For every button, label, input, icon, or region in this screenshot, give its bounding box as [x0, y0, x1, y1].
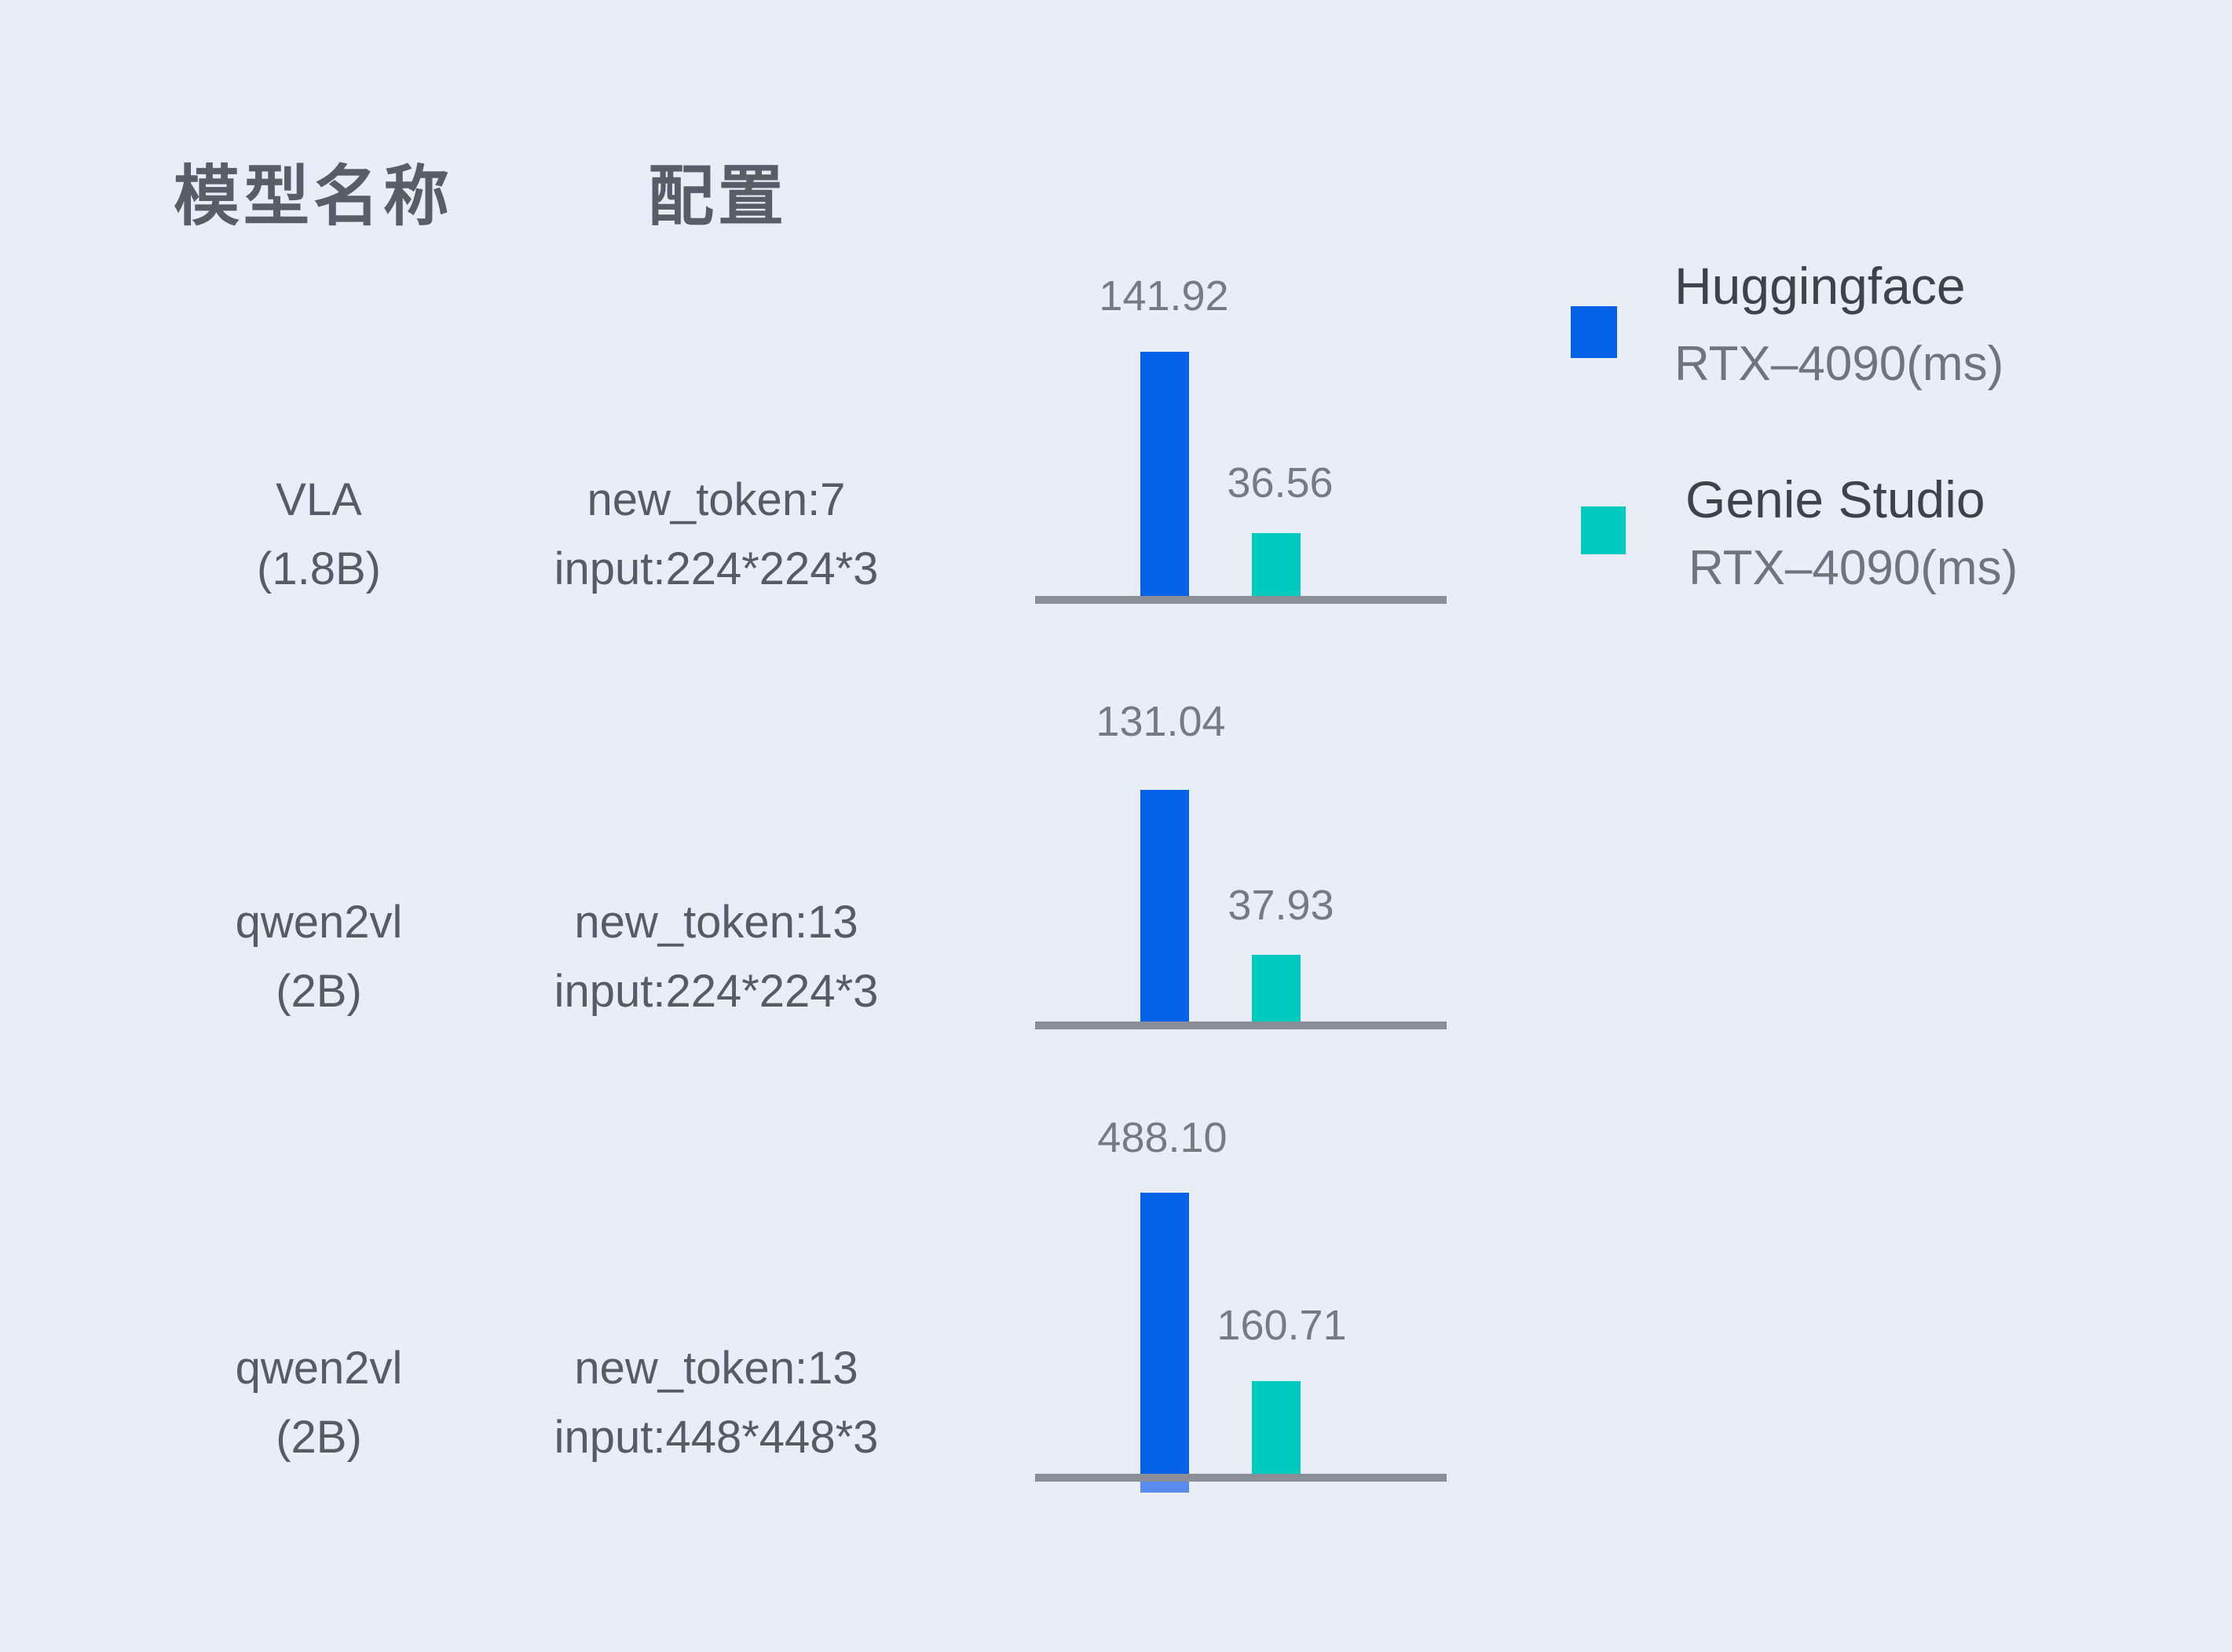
- legend-device-huggingface: RTX–4090(ms): [1674, 337, 2004, 391]
- row2-huggingface-bar: [1140, 790, 1189, 1022]
- row3-huggingface-bar: [1140, 1193, 1189, 1474]
- row1-model-name: VLA (1.8B): [123, 466, 515, 604]
- legend-swatch-huggingface: [1571, 306, 1617, 358]
- row2-baseline-axis: [1035, 1022, 1447, 1029]
- column-header-model-name: 模型名称: [174, 159, 454, 233]
- row3-genie-studio-value-label: 160.71: [1217, 1302, 1347, 1349]
- row1-config-line2: input:224*224*3: [554, 543, 879, 594]
- row1-baseline-axis: [1035, 596, 1447, 604]
- row3-model-name: qwen2vl (2B): [123, 1334, 515, 1472]
- row1-model-line1: VLA: [276, 474, 362, 525]
- row2-model-line1: qwen2vl: [235, 897, 403, 948]
- row2-huggingface-value-label: 131.04: [1096, 698, 1226, 745]
- legend-label-huggingface: Huggingface: [1674, 257, 1966, 315]
- legend-device-genie-studio: RTX–4090(ms): [1689, 541, 2018, 595]
- row1-bar-chart: [1035, 266, 1447, 604]
- legend-swatch-genie-studio: [1581, 506, 1626, 554]
- row3-baseline-axis: [1035, 1474, 1447, 1482]
- row3-huggingface-value-label: 488.10: [1097, 1114, 1228, 1161]
- row1-huggingface-value-label: 141.92: [1099, 272, 1229, 320]
- row2-model-line2: (2B): [276, 966, 362, 1017]
- row2-config-line1: new_token:13: [574, 897, 858, 948]
- row1-genie-studio-value-label: 36.56: [1227, 459, 1334, 506]
- row1-config: new_token:7 input:224*224*3: [481, 466, 952, 604]
- row3-config-line2: input:448*448*3: [554, 1412, 879, 1463]
- row2-genie-studio-value-label: 37.93: [1228, 882, 1334, 929]
- row3-model-line1: qwen2vl: [235, 1343, 403, 1394]
- row3-model-line2: (2B): [276, 1412, 362, 1463]
- row2-genie-studio-bar: [1252, 954, 1301, 1022]
- row2-model-name: qwen2vl (2B): [123, 888, 515, 1026]
- row2-bar-chart: [1035, 692, 1447, 1029]
- row1-model-line2: (1.8B): [257, 543, 381, 594]
- row1-genie-studio-bar: [1252, 532, 1301, 596]
- row1-config-line1: new_token:7: [587, 474, 846, 525]
- row1-huggingface-bar: [1140, 352, 1189, 596]
- row3-bar-overflow-below-axis: [1140, 1482, 1189, 1493]
- legend-label-genie-studio: Genie Studio: [1685, 470, 1985, 528]
- column-header-config: 配置: [648, 159, 789, 233]
- row2-config: new_token:13 input:224*224*3: [481, 888, 952, 1026]
- row2-config-line2: input:224*224*3: [554, 966, 879, 1017]
- row3-config: new_token:13 input:448*448*3: [481, 1334, 952, 1472]
- row3-genie-studio-bar: [1252, 1381, 1301, 1474]
- row3-config-line1: new_token:13: [574, 1343, 858, 1394]
- row3-bar-chart: [1035, 1144, 1447, 1493]
